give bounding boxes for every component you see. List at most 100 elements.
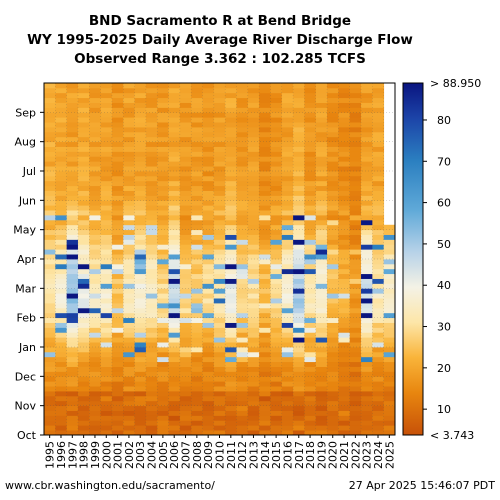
heatmap-cell (123, 210, 135, 216)
heatmap-cell (55, 420, 68, 426)
heatmap-cell (77, 102, 90, 108)
heatmap-cell (134, 415, 147, 421)
heatmap-cell (191, 107, 203, 113)
heatmap-cell (247, 171, 260, 177)
heatmap-cell (77, 117, 90, 123)
heatmap-cell (304, 425, 317, 431)
heatmap-cell (168, 210, 181, 216)
heatmap-cell (349, 322, 362, 328)
heatmap-cell (111, 175, 124, 182)
heatmap-cell (236, 263, 249, 270)
heatmap-cell (383, 415, 396, 421)
heatmap-cell (372, 210, 385, 216)
heatmap-cell (247, 381, 260, 387)
heatmap-cell (145, 161, 158, 167)
heatmap-cell (225, 200, 237, 206)
heatmap-cell (236, 175, 249, 182)
heatmap-cell (259, 386, 271, 392)
heatmap-cell (349, 185, 362, 191)
heatmap-cell (213, 278, 226, 284)
heatmap-cell (361, 425, 373, 431)
heatmap-cell (236, 122, 249, 128)
heatmap-cell (66, 107, 79, 113)
heatmap-cell (89, 425, 102, 431)
heatmap-cell (349, 386, 362, 392)
heatmap-cell (55, 200, 68, 206)
heatmap-cell (225, 420, 237, 426)
heatmap-cell (145, 239, 158, 245)
heatmap-cell (213, 327, 226, 333)
heatmap-cell (247, 391, 260, 397)
heatmap-cell (213, 175, 226, 182)
heatmap-cell (270, 298, 283, 304)
heatmap-cell (157, 371, 169, 377)
heatmap-cell (259, 254, 271, 260)
heatmap-cell (111, 405, 124, 411)
heatmap-cell (236, 415, 249, 421)
heatmap-cell (338, 405, 351, 411)
heatmap-cell (361, 171, 373, 177)
colorbar-tick-label: 80 (437, 114, 451, 127)
heatmap-cell (361, 386, 373, 392)
heatmap-cell (259, 347, 271, 353)
heatmap-cell (270, 185, 283, 191)
heatmap-cell (168, 131, 181, 138)
heatmap-cell (179, 180, 192, 187)
heatmap-cell (236, 97, 249, 103)
heatmap-cell (89, 263, 102, 270)
heatmap-cell (338, 303, 351, 309)
heatmap-cell (44, 415, 56, 421)
heatmap-cell (134, 361, 147, 367)
heatmap-cell (89, 332, 102, 338)
heatmap-cell (44, 234, 56, 240)
heatmap-cell (304, 224, 317, 231)
heatmap-cell (157, 107, 169, 113)
heatmap-cell (168, 283, 181, 289)
heatmap-cell (157, 215, 169, 221)
heatmap-cell (100, 107, 113, 113)
heatmap-cell (157, 244, 169, 250)
heatmap-cell (315, 224, 328, 231)
heatmap-cell (293, 195, 305, 201)
heatmap-cell (270, 156, 283, 162)
heatmap-cell (89, 307, 102, 314)
heatmap-cell (315, 175, 328, 182)
heatmap-cell (361, 254, 373, 260)
heatmap-cell (281, 97, 294, 103)
heatmap-cell (213, 131, 226, 138)
heatmap-cell (270, 136, 283, 143)
x-tick-label: 1999 (89, 441, 102, 469)
heatmap-cell (100, 303, 113, 309)
heatmap-cell (202, 219, 215, 226)
heatmap-cell (236, 185, 249, 191)
heatmap-cell (225, 347, 237, 353)
heatmap-cell (89, 107, 102, 113)
heatmap-cell (338, 317, 351, 323)
heatmap-cell (293, 107, 305, 113)
heatmap-cell (349, 278, 362, 284)
heatmap-cell (168, 219, 181, 226)
heatmap-cell (247, 229, 260, 235)
heatmap-cell (179, 307, 192, 314)
heatmap-cell (349, 254, 362, 260)
heatmap-cell (134, 195, 147, 201)
heatmap-cell (372, 307, 385, 314)
heatmap-cell (123, 195, 135, 201)
heatmap-cell (327, 420, 339, 426)
heatmap-cell (179, 175, 192, 182)
heatmap-cell (293, 322, 305, 328)
heatmap-cell (134, 430, 147, 436)
heatmap-cell (44, 239, 56, 245)
heatmap-cell (111, 430, 124, 436)
heatmap-cell (89, 151, 102, 157)
heatmap-cell (304, 366, 317, 372)
heatmap-cell (77, 107, 90, 113)
heatmap-cell (89, 205, 102, 211)
heatmap-cell (361, 410, 373, 416)
heatmap-cell (179, 97, 192, 103)
heatmap-cell (123, 244, 135, 250)
heatmap-cell (304, 107, 317, 113)
heatmap-cell (66, 303, 79, 309)
heatmap-cell (213, 395, 226, 402)
